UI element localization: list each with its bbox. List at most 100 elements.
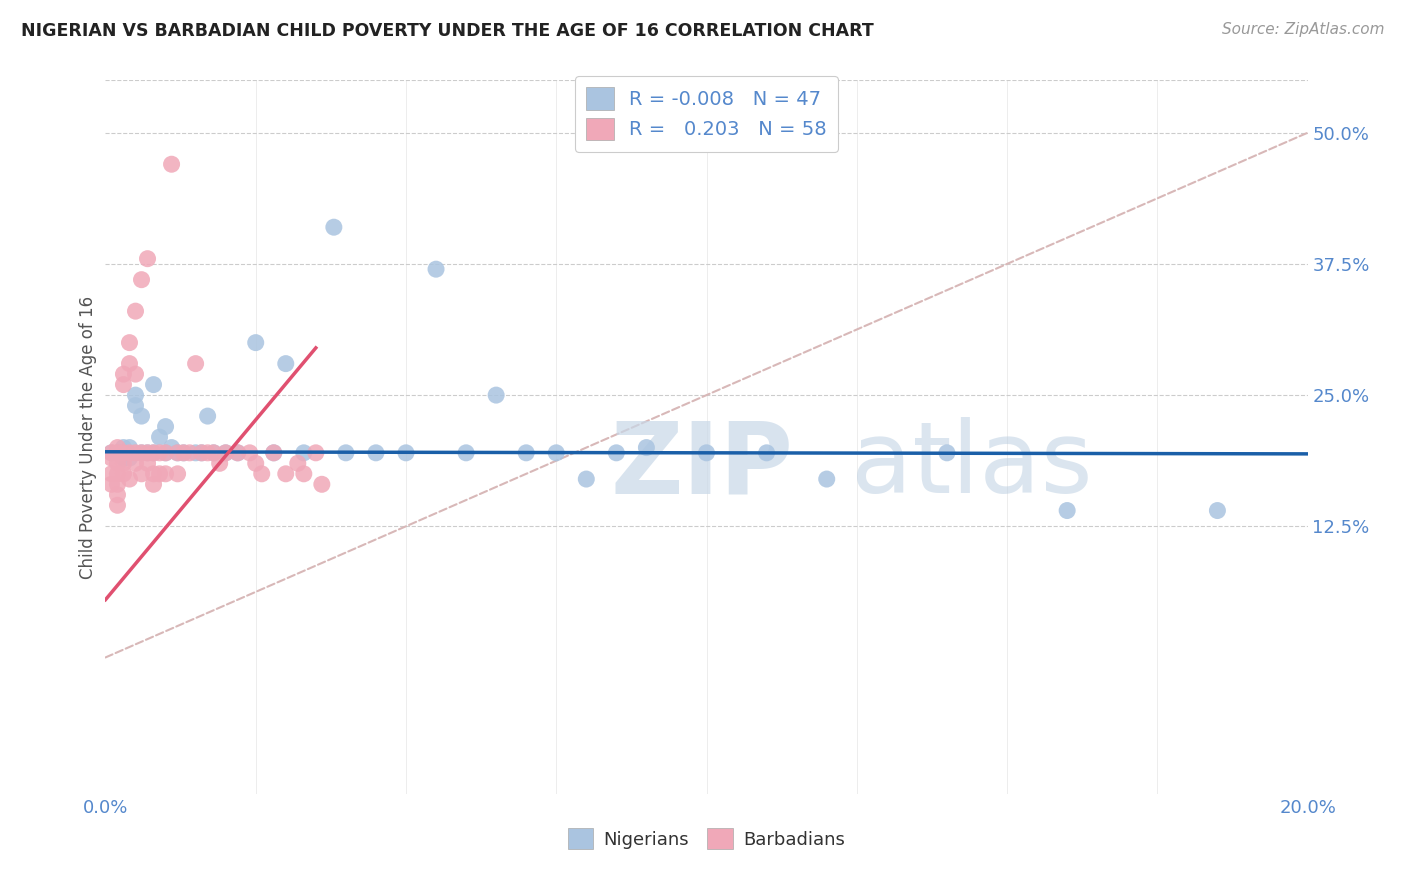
Point xyxy=(173,446,195,460)
Point xyxy=(131,409,153,423)
Point xyxy=(160,157,183,171)
Point xyxy=(292,446,315,460)
Y-axis label: Child Poverty Under the Age of 16: Child Poverty Under the Age of 16 xyxy=(79,295,97,579)
Point xyxy=(107,498,129,512)
Point xyxy=(112,367,135,381)
Point xyxy=(335,446,357,460)
Point xyxy=(274,357,297,371)
Point xyxy=(166,446,188,460)
Point xyxy=(118,357,141,371)
Point xyxy=(136,252,159,266)
Point xyxy=(1056,503,1078,517)
Point xyxy=(136,446,159,460)
Point xyxy=(197,409,219,423)
Point xyxy=(456,446,478,460)
Point xyxy=(936,446,959,460)
Point xyxy=(226,446,249,460)
Point xyxy=(142,477,165,491)
Text: atlas: atlas xyxy=(851,417,1092,514)
Point xyxy=(208,456,231,470)
Point xyxy=(245,335,267,350)
Point xyxy=(124,446,146,460)
Point xyxy=(131,446,153,460)
Point xyxy=(100,451,122,466)
Point xyxy=(118,335,141,350)
Point xyxy=(425,262,447,277)
Point xyxy=(202,446,225,460)
Point xyxy=(112,446,135,460)
Point xyxy=(131,273,153,287)
Point xyxy=(226,446,249,460)
Point xyxy=(136,446,159,460)
Point xyxy=(107,446,129,460)
Text: ZIP: ZIP xyxy=(610,417,793,514)
Point xyxy=(815,472,838,486)
Point xyxy=(136,456,159,470)
Point xyxy=(112,456,135,470)
Point xyxy=(148,430,170,444)
Point xyxy=(100,446,122,460)
Point xyxy=(107,467,129,481)
Point xyxy=(124,399,146,413)
Point xyxy=(142,377,165,392)
Point xyxy=(515,446,537,460)
Point xyxy=(605,446,627,460)
Point xyxy=(322,220,344,235)
Point xyxy=(118,446,141,460)
Point xyxy=(364,446,387,460)
Point xyxy=(131,467,153,481)
Text: Source: ZipAtlas.com: Source: ZipAtlas.com xyxy=(1222,22,1385,37)
Point xyxy=(485,388,508,402)
Point xyxy=(142,467,165,481)
Point xyxy=(214,446,236,460)
Point xyxy=(166,467,188,481)
Point xyxy=(160,441,183,455)
Point xyxy=(155,419,177,434)
Point xyxy=(274,467,297,481)
Point xyxy=(263,446,285,460)
Legend: Nigerians, Barbadians: Nigerians, Barbadians xyxy=(561,821,852,856)
Point xyxy=(112,441,135,455)
Point xyxy=(202,446,225,460)
Point xyxy=(155,446,177,460)
Point xyxy=(245,456,267,470)
Point xyxy=(148,446,170,460)
Point xyxy=(190,446,212,460)
Point xyxy=(190,446,212,460)
Point xyxy=(696,446,718,460)
Point xyxy=(179,446,201,460)
Point xyxy=(575,472,598,486)
Point xyxy=(107,488,129,502)
Point xyxy=(214,446,236,460)
Point xyxy=(305,446,328,460)
Point xyxy=(311,477,333,491)
Point xyxy=(107,446,129,460)
Point xyxy=(755,446,778,460)
Point xyxy=(250,467,273,481)
Point xyxy=(107,456,129,470)
Point xyxy=(118,451,141,466)
Point xyxy=(239,446,262,460)
Point xyxy=(142,446,165,460)
Point xyxy=(173,446,195,460)
Point xyxy=(263,446,285,460)
Point xyxy=(131,446,153,460)
Point xyxy=(107,477,129,491)
Point xyxy=(142,446,165,460)
Point xyxy=(184,357,207,371)
Text: NIGERIAN VS BARBADIAN CHILD POVERTY UNDER THE AGE OF 16 CORRELATION CHART: NIGERIAN VS BARBADIAN CHILD POVERTY UNDE… xyxy=(21,22,875,40)
Point xyxy=(395,446,418,460)
Point xyxy=(112,451,135,466)
Point xyxy=(155,467,177,481)
Point xyxy=(118,441,141,455)
Point xyxy=(546,446,568,460)
Point xyxy=(118,472,141,486)
Point xyxy=(112,377,135,392)
Point xyxy=(155,446,177,460)
Point xyxy=(636,441,658,455)
Point xyxy=(124,388,146,402)
Point xyxy=(184,446,207,460)
Point xyxy=(148,467,170,481)
Point xyxy=(100,446,122,460)
Point xyxy=(197,446,219,460)
